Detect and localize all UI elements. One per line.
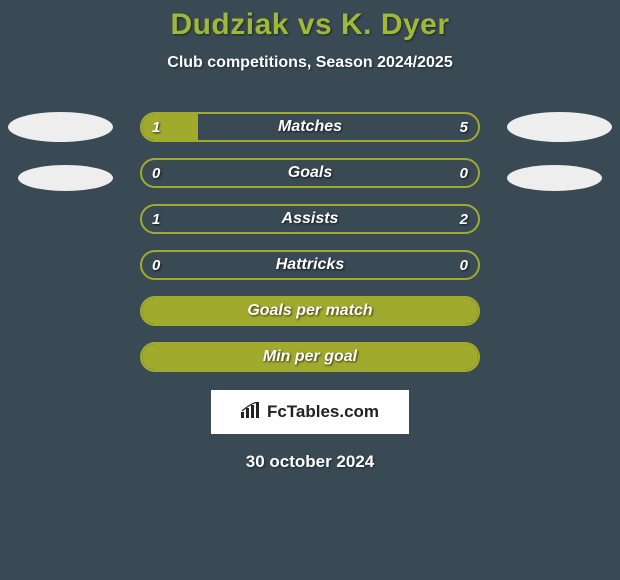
subtitle: Club competitions, Season 2024/2025 xyxy=(0,54,620,72)
watermark-text: FcTables.com xyxy=(267,402,379,422)
stat-bar: 12Assists xyxy=(140,204,480,234)
player-right-oval-1 xyxy=(507,112,612,142)
stat-label: Assists xyxy=(142,206,478,232)
comparison-widget: Dudziak vs K. Dyer Club competitions, Se… xyxy=(0,0,620,472)
player-right-oval-2 xyxy=(507,165,602,191)
stat-label: Goals xyxy=(142,160,478,186)
stat-label: Hattricks xyxy=(142,252,478,278)
stat-bar: 15Matches xyxy=(140,112,480,142)
stats-area: 15Matches 00Goals 12Assists 00Hattricks Goal… xyxy=(0,112,620,372)
player-left-oval-1 xyxy=(8,112,113,142)
player-left-oval-2 xyxy=(18,165,113,191)
watermark[interactable]: FcTables.com xyxy=(211,390,409,434)
stat-bar: 00Hattricks xyxy=(140,250,480,280)
stat-label: Goals per match xyxy=(142,298,478,324)
stat-bar: 00Goals xyxy=(140,158,480,188)
stat-label: Min per goal xyxy=(142,344,478,370)
page-title: Dudziak vs K. Dyer xyxy=(0,8,620,42)
date-label: 30 october 2024 xyxy=(0,452,620,472)
stat-bar: Goals per match xyxy=(140,296,480,326)
stat-label: Matches xyxy=(142,114,478,140)
stat-bars: 15Matches 00Goals 12Assists 00Hattricks Goal… xyxy=(140,112,480,372)
stat-bar: Min per goal xyxy=(140,342,480,372)
chart-icon xyxy=(241,402,261,423)
